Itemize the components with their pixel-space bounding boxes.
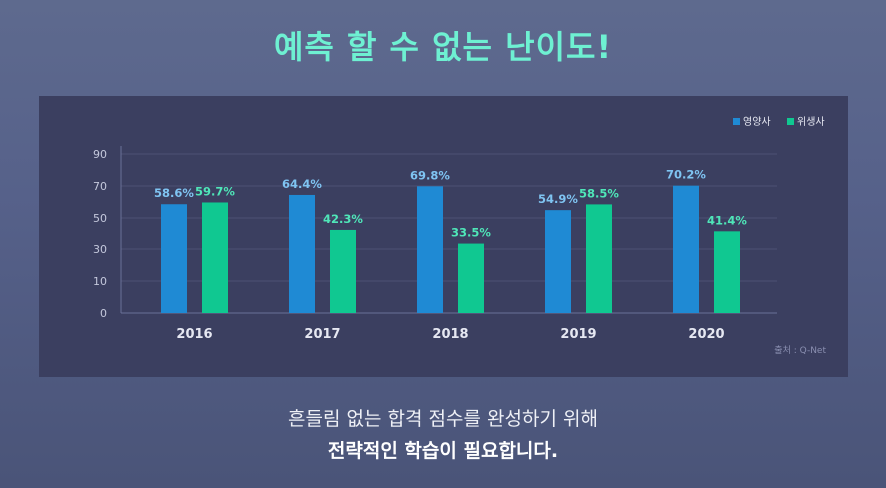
bar-series2 <box>586 204 612 313</box>
subtitle: 흔들림 없는 합격 점수를 완성하기 위해 <box>288 408 598 430</box>
bar-series2 <box>330 229 356 313</box>
data-label: 59.7% <box>195 184 235 198</box>
data-label: 70.2% <box>666 168 706 182</box>
bar-series2 <box>714 231 740 313</box>
bar-series2 <box>458 243 484 313</box>
x-tick-label: 2020 <box>688 327 724 342</box>
bar-chart: 0 10 30 50 70 90 58.6% 59.7% 2016 64.4% 42.3% 2017 6… <box>93 115 826 356</box>
legend-entry: 영양사 <box>743 116 771 128</box>
legend-swatch <box>733 118 740 125</box>
bar-series1 <box>417 186 443 313</box>
x-tick-label: 2016 <box>176 327 212 342</box>
data-label: 58.6% <box>154 186 194 200</box>
data-label: 33.5% <box>451 226 491 240</box>
data-label: 54.9% <box>538 192 578 206</box>
legend-swatch <box>787 118 794 125</box>
bar-series1 <box>161 204 187 313</box>
y-tick-label: 90 <box>93 148 107 161</box>
x-tick-label: 2017 <box>304 327 340 342</box>
chart-panel: 0 10 30 50 70 90 58.6% 59.7% 2016 64.4% 42.3% 2017 6… <box>39 96 848 377</box>
y-tick-label: 70 <box>93 180 107 193</box>
y-tick-label: 50 <box>93 212 107 225</box>
bar-series1 <box>673 185 699 313</box>
x-tick-label: 2018 <box>432 327 468 342</box>
bar-series1 <box>289 194 315 313</box>
y-tick-label: 0 <box>100 307 107 320</box>
y-tick-label: 10 <box>93 275 107 288</box>
x-tick-label: 2019 <box>560 327 596 342</box>
data-label: 58.5% <box>579 186 619 200</box>
bar-series2 <box>202 202 228 313</box>
bar-series1 <box>545 210 571 313</box>
data-label: 41.4% <box>707 213 747 227</box>
data-label: 69.8% <box>410 168 450 182</box>
data-label: 42.3% <box>323 212 363 226</box>
data-label: 64.4% <box>282 177 322 191</box>
emphasis-text: 전략적인 학습이 필요합니다. <box>327 440 559 462</box>
page-title: 예측 할 수 없는 난이도! <box>273 28 613 66</box>
source-note: 출처 : Q-Net <box>774 344 826 356</box>
legend-entry: 위생사 <box>797 115 825 128</box>
y-tick-label: 30 <box>93 243 107 256</box>
